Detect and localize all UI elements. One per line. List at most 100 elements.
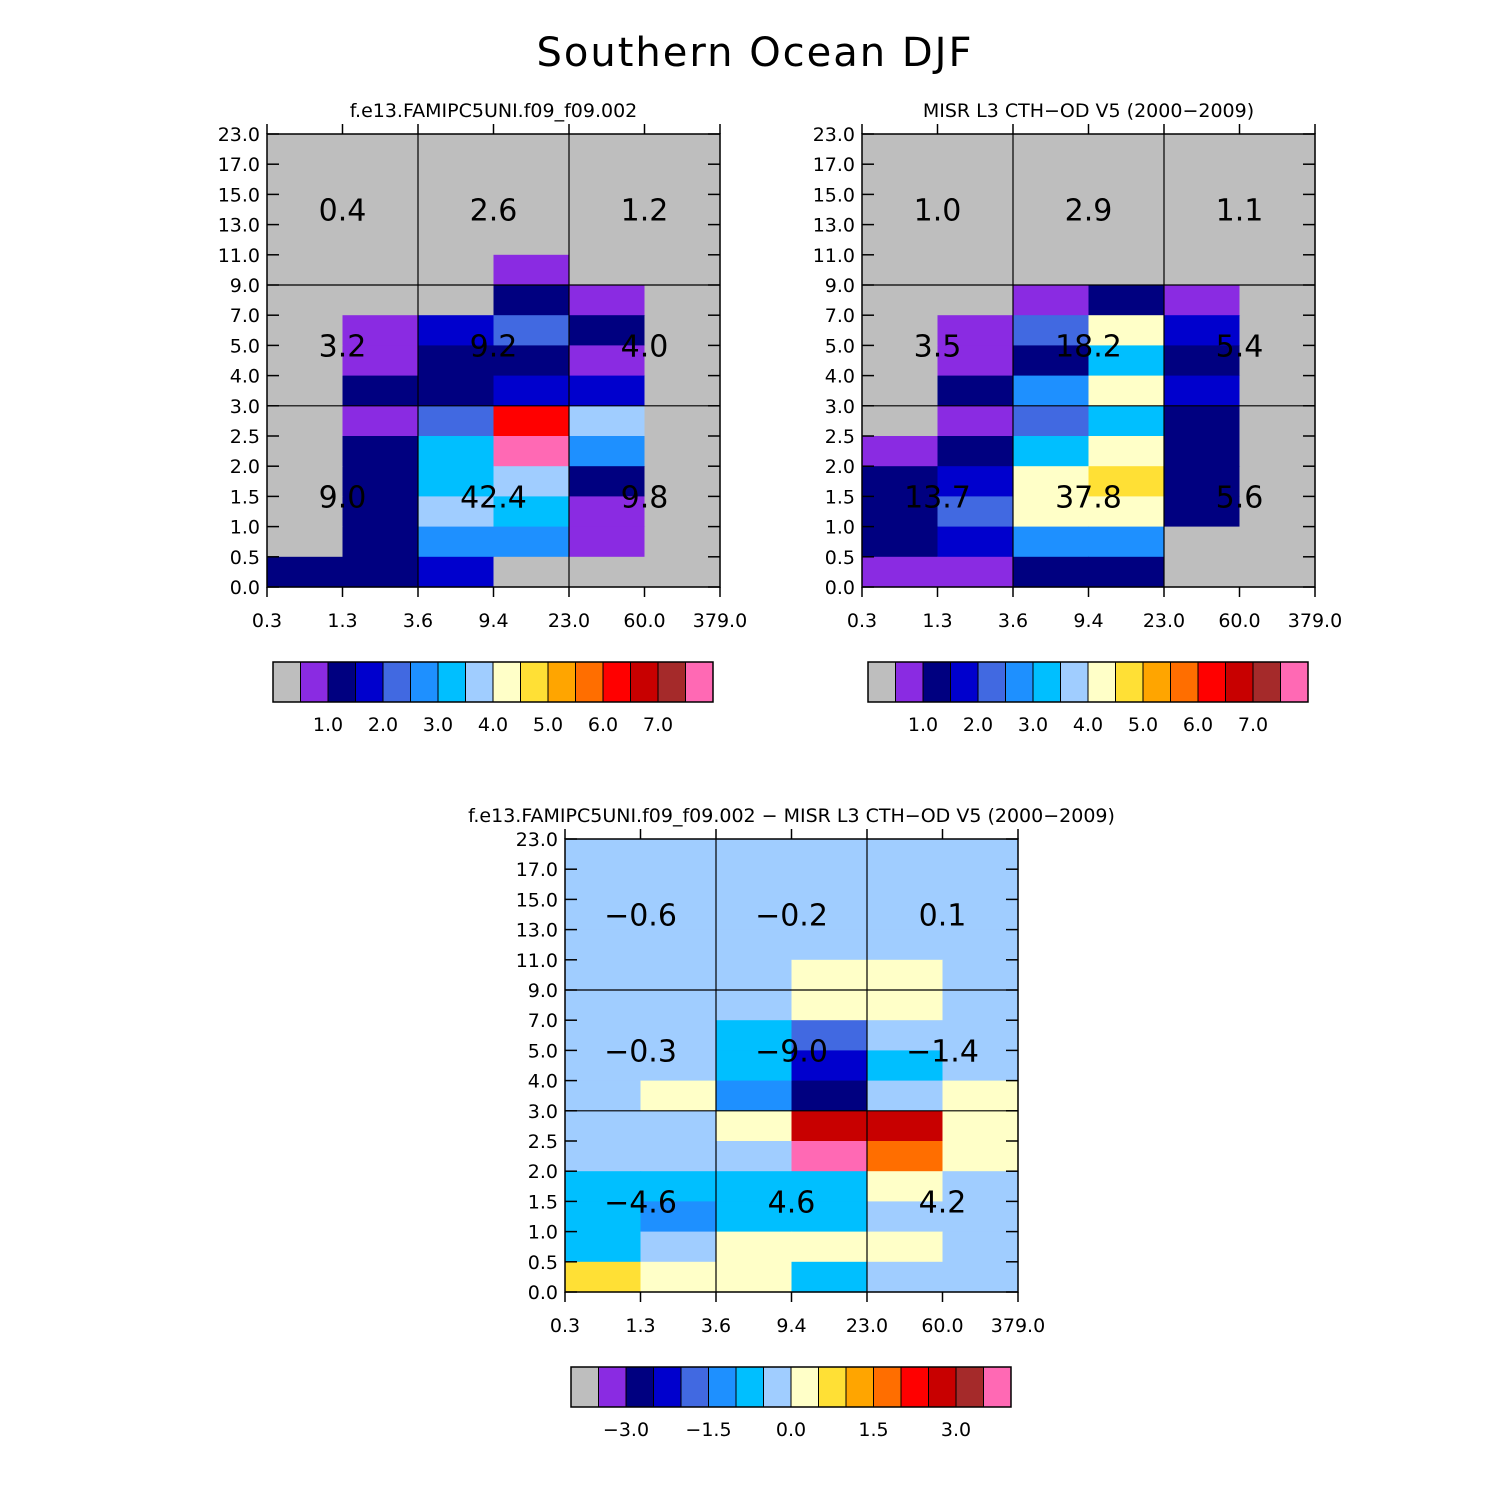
heatmap-cell [640, 1110, 717, 1142]
colorbar-swatch [382, 661, 411, 703]
heatmap-cell [867, 1231, 944, 1263]
heatmap-cell [644, 375, 721, 407]
colorbar-tick-label: 2.0 [963, 714, 993, 736]
heatmap-cell [569, 315, 646, 346]
heatmap-cell [640, 869, 717, 900]
heatmap-cell [1239, 164, 1316, 195]
colorbar-swatch [763, 1366, 792, 1408]
heatmap-cell [418, 375, 495, 407]
heatmap-cell [791, 990, 868, 1021]
x-tick-label: 23.0 [1143, 610, 1185, 632]
band-total-label: −0.2 [755, 899, 828, 934]
heatmap-cell [937, 194, 1014, 226]
colorbar-swatch [1115, 661, 1144, 703]
heatmap-cell [565, 959, 642, 991]
heatmap-cell [569, 345, 646, 377]
heatmap-cell [565, 899, 642, 931]
y-tick-label: 2.0 [825, 456, 855, 478]
heatmap-cell [862, 285, 939, 316]
heatmap-cell [418, 315, 495, 346]
colorbar-swatch [1252, 661, 1281, 703]
heatmap-cell [942, 1080, 1019, 1112]
y-tick-label: 9.0 [825, 275, 855, 297]
heatmap-cell [1088, 526, 1165, 558]
heatmap-cell [862, 134, 939, 165]
y-tick-label: 1.0 [528, 1222, 558, 1244]
colorbar-swatch [300, 661, 329, 703]
heatmap-cell [1013, 224, 1090, 256]
x-tick-label: 9.4 [776, 1315, 806, 1337]
heatmap-cell [942, 1050, 1019, 1082]
band-total-label: 9.8 [621, 480, 669, 515]
heatmap-cell [644, 194, 721, 226]
heatmap-cell [493, 164, 570, 195]
y-tick-label: 0.5 [528, 1252, 558, 1274]
y-tick-label: 2.0 [230, 456, 260, 478]
panel-misr: MISR L3 CTH−OD V5 (2000−2009) 0.0 0.5 1.0 1.… [813, 100, 1343, 736]
heatmap-cell [493, 556, 570, 588]
colorbar-tick-label: −3.0 [603, 1419, 649, 1441]
heatmap-cell [1239, 496, 1316, 528]
x-tick-label: 379.0 [693, 610, 747, 632]
y-tick-label: 9.0 [528, 980, 558, 1002]
y-tick-label: 23.0 [218, 124, 260, 146]
heatmap-cell [1088, 315, 1165, 346]
colorbar-tick-label: 4.0 [478, 714, 508, 736]
heatmap-cell [569, 164, 646, 195]
colorbar-swatch [437, 661, 466, 703]
x-tick-label: 1.3 [922, 610, 952, 632]
heatmap-cell [418, 254, 495, 286]
heatmap-cell [862, 315, 939, 346]
y-tick-label: 5.0 [230, 335, 260, 357]
heatmap-cell [791, 929, 868, 961]
heatmap-cell [791, 899, 868, 931]
y-tick-label: 0.5 [230, 547, 260, 569]
heatmap-cell [867, 990, 944, 1021]
heatmap-cell [867, 839, 944, 870]
heatmap-cell [1013, 436, 1090, 467]
band-total-label: −0.3 [604, 1034, 677, 1069]
colorbar-swatch [327, 661, 356, 703]
heatmap-cell [565, 990, 642, 1021]
x-tick-label: 9.4 [1073, 610, 1103, 632]
heatmap-cell [942, 1020, 1019, 1051]
heatmap-cell [644, 285, 721, 316]
band-total-label: 5.6 [1216, 480, 1264, 515]
heatmap-cell [1013, 405, 1090, 437]
heatmap-cell [862, 375, 939, 407]
band-total-label: 13.7 [904, 480, 971, 515]
colorbar-swatch [653, 1366, 682, 1408]
heatmap-cell [1239, 556, 1316, 588]
heatmap-cell [862, 194, 939, 226]
heatmap-cell [267, 194, 344, 226]
y-tick-label: 2.5 [230, 426, 260, 448]
colorbar-swatch [977, 661, 1006, 703]
x-tick-label: 0.3 [847, 610, 877, 632]
heatmap-cell [418, 194, 495, 226]
y-tick-label: 2.5 [825, 426, 855, 448]
panel-model: f.e13.FAMIPC5UNI.f09_f09.002 0.0 0.5 1.0 1.5… [218, 100, 748, 736]
heatmap-cell [937, 254, 1014, 286]
band-total-label: 9.2 [470, 329, 518, 364]
heatmap-cell [716, 1171, 793, 1202]
x-tick-label: 60.0 [921, 1315, 963, 1337]
heatmap-cell [937, 556, 1014, 588]
heatmap-cell [942, 1231, 1019, 1263]
heatmap-cell [1088, 194, 1165, 226]
heatmap-cell [937, 375, 1014, 407]
heatmap-cell [1088, 164, 1165, 195]
heatmap-cell [342, 315, 419, 346]
colorbar-swatch [1087, 661, 1116, 703]
heatmap-cell [1164, 496, 1241, 528]
y-tick-label: 7.0 [230, 305, 260, 327]
colorbar-swatch [900, 1366, 929, 1408]
y-tick-label: 23.0 [516, 829, 558, 851]
band-total-label: 3.2 [319, 329, 367, 364]
heatmap-cell [342, 526, 419, 558]
heatmap-cell [716, 959, 793, 991]
heatmap-cell [1088, 496, 1165, 528]
heatmap-cell [942, 959, 1019, 991]
heatmap-cell [493, 285, 570, 316]
x-tick-label: 0.3 [550, 1315, 580, 1337]
panel-title: f.e13.FAMIPC5UNI.f09_f09.002 − MISR L3 C… [468, 805, 1115, 827]
